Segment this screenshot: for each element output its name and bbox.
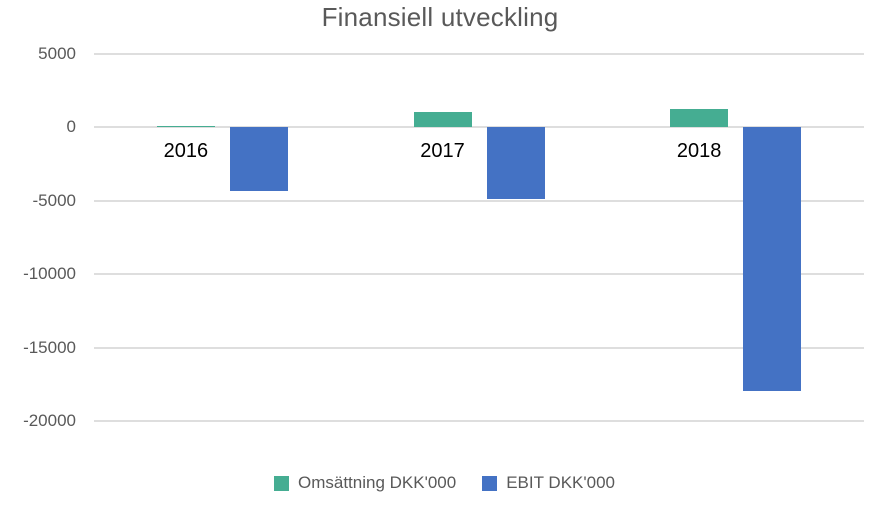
legend-item: Omsättning DKK'000 (274, 472, 456, 494)
bar-ebit-2017 (486, 127, 545, 199)
gridline-0 (94, 126, 864, 129)
legend: Omsättning DKK'000 EBIT DKK'000 (0, 472, 889, 494)
bar-ebit-2018 (743, 127, 802, 391)
legend-item: EBIT DKK'000 (482, 472, 615, 494)
y-axis-tick-label: 0 (66, 117, 76, 137)
bar-ebit-2016 (229, 127, 288, 192)
gridline--10000 (94, 273, 864, 276)
bar-omsättning-2016 (156, 125, 215, 128)
y-axis-tick-label: 5000 (38, 44, 76, 63)
legend-swatch-icon (482, 475, 498, 491)
gridline--15000 (94, 346, 864, 349)
category-label-2018: 2018 (676, 140, 722, 163)
legend-label: EBIT DKK'000 (506, 473, 615, 492)
gridline-5000 (94, 53, 864, 55)
legend-label: Omsättning DKK'000 (298, 473, 457, 492)
chart-title: Finansiell utveckling (321, 2, 559, 32)
legend-swatch-icon (274, 475, 289, 491)
y-axis-tick-label: -5000 (32, 190, 76, 210)
y-axis-tick-label: -10000 (23, 264, 76, 284)
bar-omsättning-2018 (670, 109, 729, 128)
gridline--20000 (94, 420, 864, 422)
y-axis-tick-label: -20000 (23, 411, 76, 430)
y-axis-tick-label: -15000 (23, 337, 76, 357)
category-label-2016: 2016 (163, 140, 209, 163)
bar-omsättning-2017 (413, 111, 472, 128)
gridline--5000 (94, 199, 864, 202)
category-label-2017: 2017 (420, 140, 465, 163)
